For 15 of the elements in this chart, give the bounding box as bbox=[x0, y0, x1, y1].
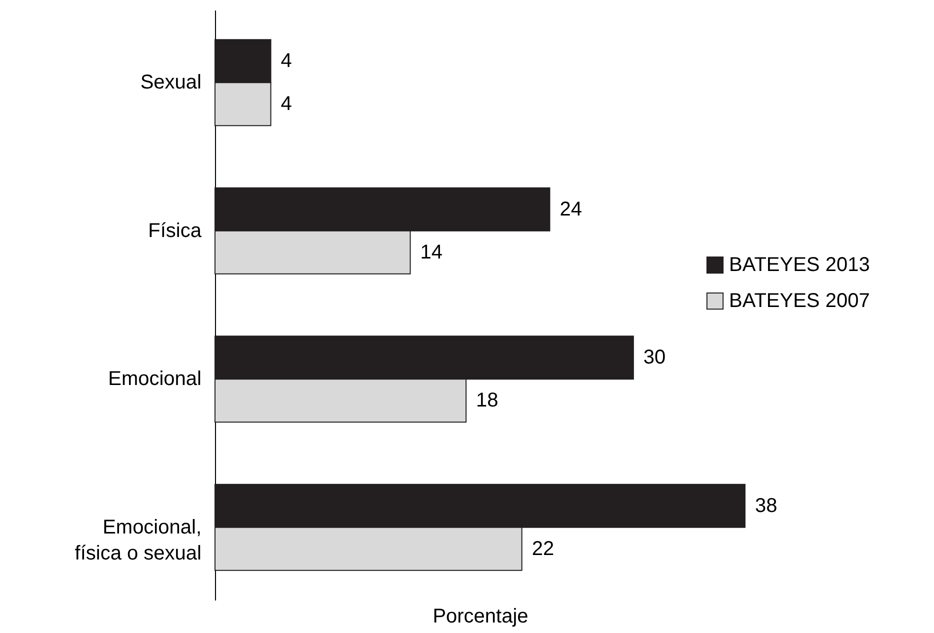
data-label: 24 bbox=[560, 198, 582, 220]
legend-label: BATEYES 2007 bbox=[729, 290, 870, 312]
legend-label: BATEYES 2013 bbox=[729, 254, 870, 276]
y-tick-label: Física bbox=[148, 220, 202, 242]
data-label: 18 bbox=[476, 390, 498, 412]
data-label: 4 bbox=[280, 50, 292, 72]
data-label: 4 bbox=[280, 93, 292, 116]
y-tick-label: Emocional bbox=[108, 368, 202, 390]
y-tick-label: Sexual bbox=[140, 72, 202, 94]
y-tick-label: Emocional, física o sexual bbox=[74, 516, 202, 564]
data-label: 30 bbox=[643, 346, 666, 369]
data-label: 22 bbox=[532, 538, 554, 560]
x-axis-title: Porcentaje bbox=[432, 606, 528, 628]
data-label: 14 bbox=[420, 241, 443, 264]
data-label: 38 bbox=[755, 494, 778, 517]
